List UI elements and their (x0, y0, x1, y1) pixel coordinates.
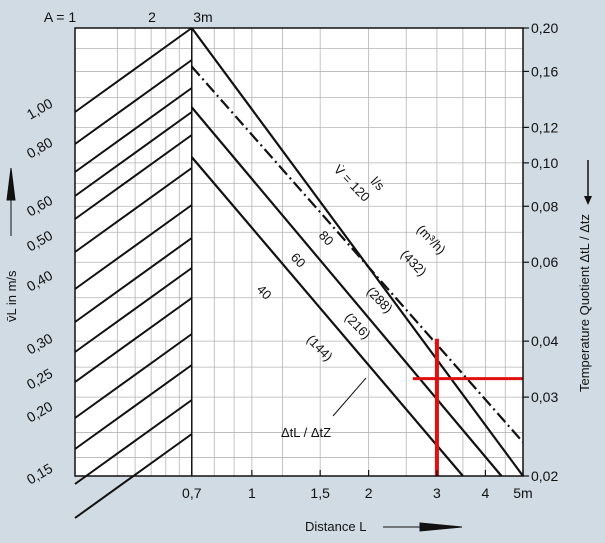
series-line (190, 65, 524, 443)
velocity-guide-line (74, 59, 193, 145)
x-tick-label: 2 (365, 485, 373, 501)
series-line (190, 106, 503, 477)
y-right-axis-arrowhead (584, 196, 592, 205)
series-line (190, 27, 524, 477)
example-reading (412, 338, 523, 476)
x-tick-label: 3 (433, 485, 441, 501)
x-tick-label: 1,5 (310, 485, 330, 501)
y-left-axis-title: v̄L in m/s (4, 270, 19, 322)
x-axis-title: Distance L (305, 519, 366, 534)
velocity-guide-line (74, 297, 193, 383)
top-label: 3m (193, 9, 212, 25)
velocity-guide-line (74, 167, 193, 253)
y-right-tick-label: 0,02 (531, 468, 558, 484)
y-right-axis-title: Temperature Quotient ΔtL / Δtz (577, 214, 592, 392)
quotient-label: ΔtL / ΔtZ (281, 425, 331, 440)
top-labels: A = 1 2 3m (44, 9, 213, 25)
y-right-tick-label: 0,16 (531, 63, 558, 79)
velocity-guide-line (74, 134, 193, 220)
y-right-tick-label: 0,10 (531, 155, 558, 171)
plot-area (75, 28, 523, 476)
series-line (190, 156, 464, 477)
y-left-tick-label: 0,25 (24, 365, 56, 393)
y-right-ticks: 0,20 0,16 0,12 0,10 0,08 0,06 0,04 0,03 0,02 (523, 20, 558, 484)
y-right-tick-label: 0,12 (531, 119, 558, 135)
plot-frame (74, 27, 524, 477)
x-tick-label: 4 (482, 485, 490, 501)
y-left-tick-label: 0,30 (24, 330, 56, 358)
y-left-axis-arrow (6, 167, 16, 236)
y-left-tick-label: 0,60 (24, 192, 56, 220)
x-tick-label: 1 (248, 485, 256, 501)
quotient-leader-line (332, 377, 367, 417)
velocity-guide-line (74, 364, 193, 450)
x-axis-arrow (383, 522, 463, 532)
grid (75, 28, 523, 476)
velocity-guide-line (74, 111, 193, 197)
velocity-guide-line (74, 237, 193, 323)
velocity-guide-line (74, 399, 193, 485)
velocity-guide-line (74, 267, 193, 353)
top-label: A = 1 (44, 9, 77, 25)
y-right-tick-label: 0,03 (531, 389, 558, 405)
velocity-guide-line (74, 27, 193, 113)
x-tick-label: 0,7 (182, 485, 202, 501)
velocity-guide-line (74, 87, 193, 173)
y-left-tick-label: 1,00 (24, 95, 56, 123)
y-right-tick-label: 0,04 (531, 333, 558, 349)
y-left-tick-label: 0,80 (24, 134, 56, 162)
y-left-tick-label: 0,40 (24, 267, 56, 295)
velocity-guide-lines (74, 27, 193, 519)
series-lines (190, 27, 524, 477)
top-label: 2 (148, 9, 156, 25)
velocity-guide-line (74, 333, 193, 419)
y-right-tick-label: 0,06 (531, 254, 558, 270)
x-axis-ticks: 0,7 1 1,5 2 3 4 5m (182, 470, 533, 501)
y-left-tick-label: 0,20 (24, 398, 56, 426)
y-right-tick-label: 0,08 (531, 198, 558, 214)
y-left-tick-label: 0,50 (24, 227, 56, 255)
y-left-ticks: 1,00 0,80 0,60 0,50 0,40 0,30 0,25 0,20 0,15 (24, 95, 56, 488)
x-tick-label: 5m (513, 485, 532, 501)
y-right-tick-label: 0,20 (531, 20, 558, 36)
velocity-guide-line (74, 204, 193, 290)
y-left-tick-label: 0,15 (24, 460, 56, 488)
